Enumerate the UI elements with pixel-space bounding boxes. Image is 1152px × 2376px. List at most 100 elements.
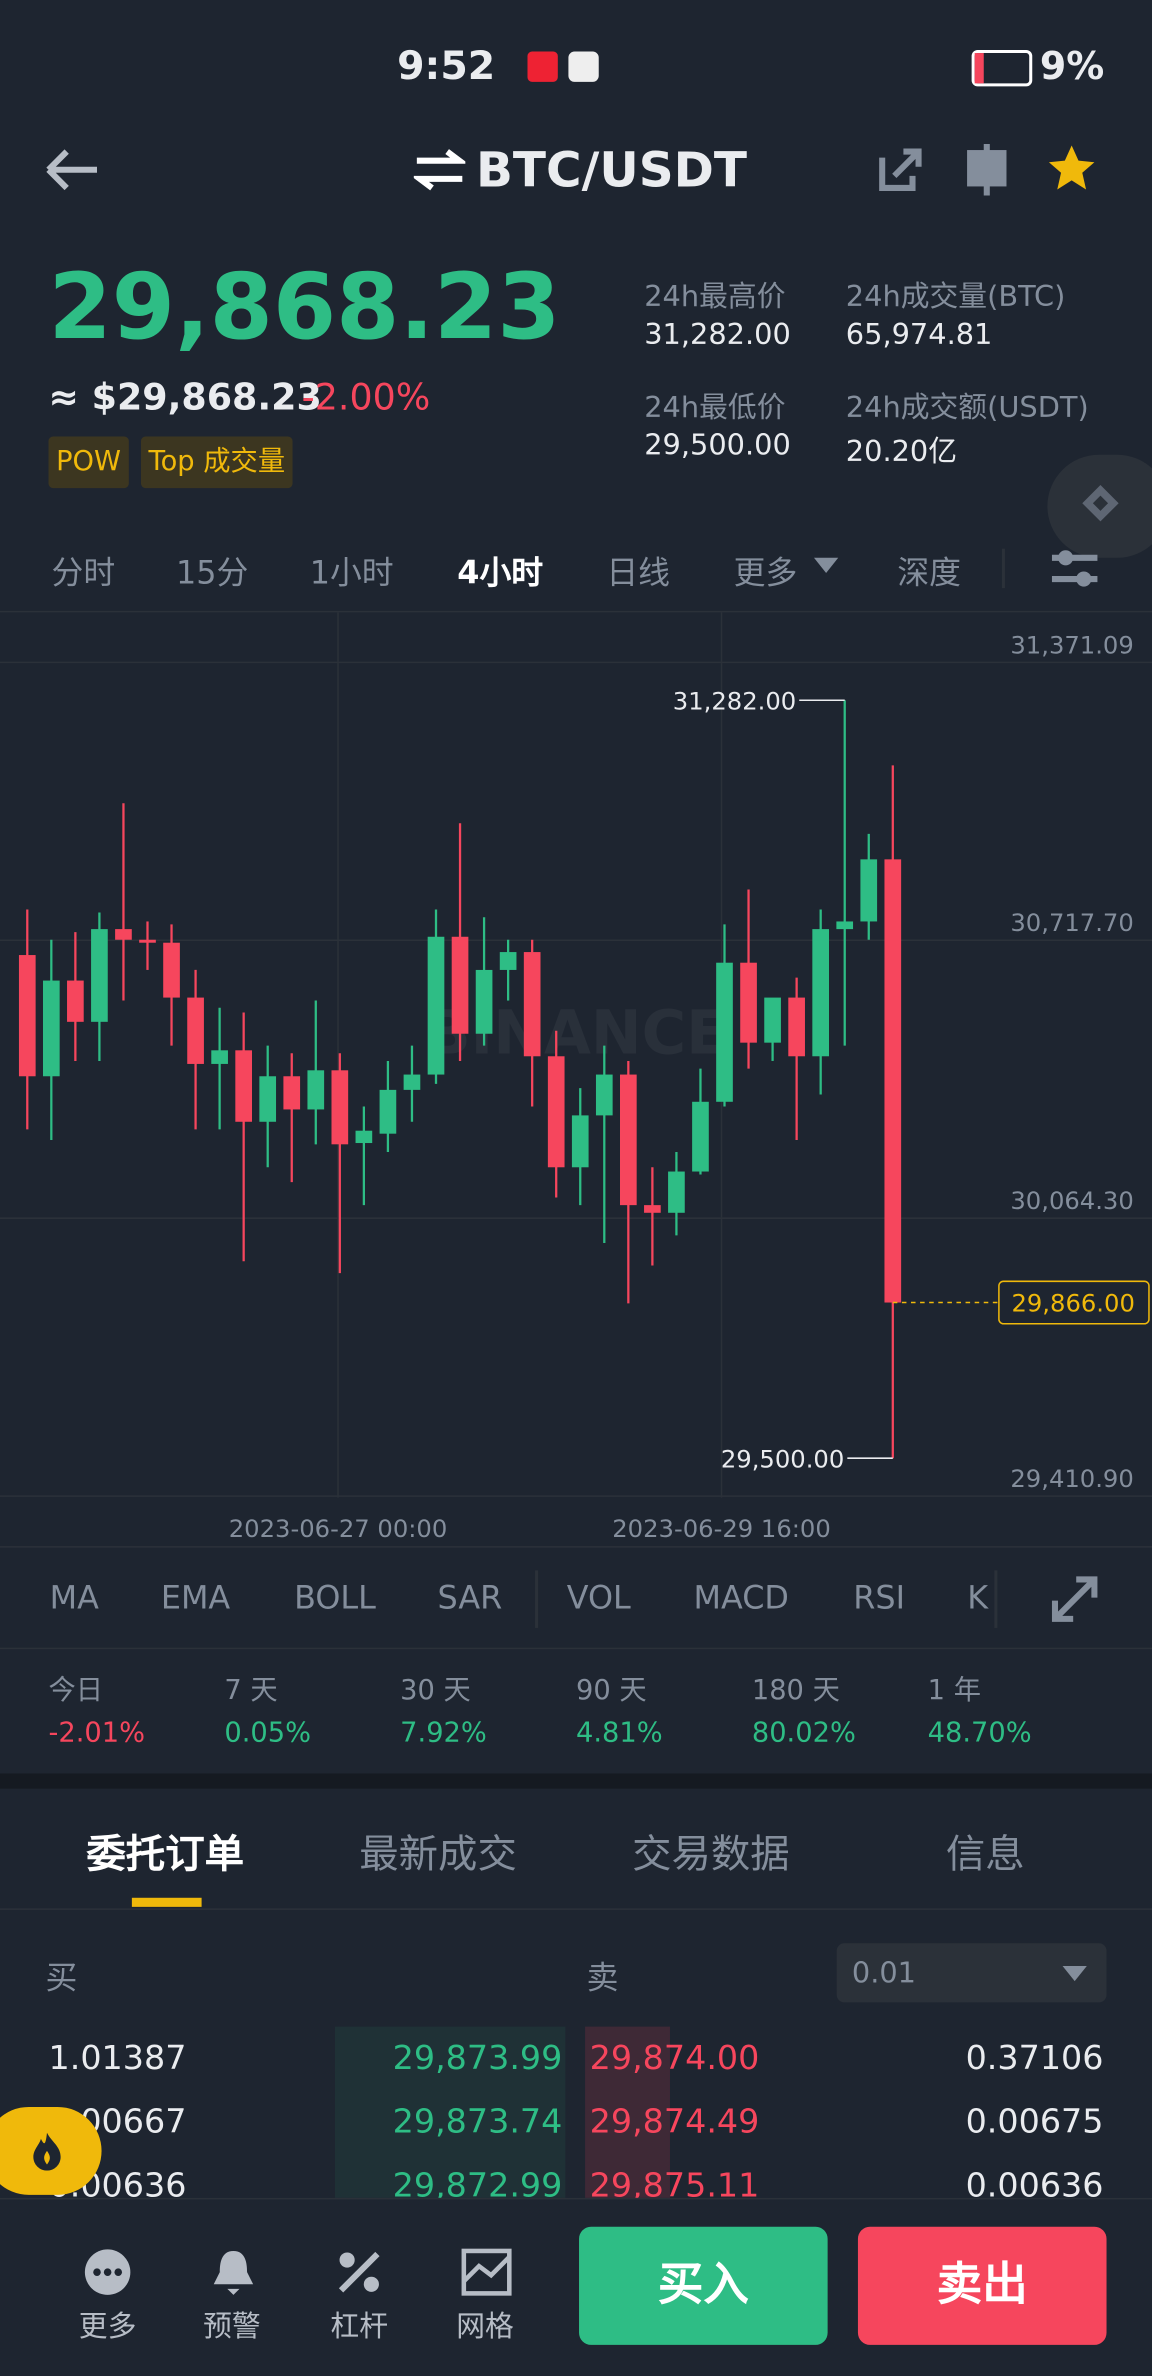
low-label: 29,500.00 xyxy=(721,1444,844,1473)
layout-button[interactable] xyxy=(964,144,1009,196)
candle-body xyxy=(307,1070,325,1110)
nav-label[interactable]: 杠杆 xyxy=(330,2310,389,2344)
sell-button[interactable]: 卖出 xyxy=(857,2226,1107,2345)
perf-value: 0.05% xyxy=(224,1717,312,1750)
back-button[interactable] xyxy=(42,146,103,195)
indicator[interactable]: MACD xyxy=(693,1579,789,1616)
divider xyxy=(0,610,1152,613)
candle-body xyxy=(42,980,60,1077)
interval[interactable]: 更多 xyxy=(733,554,798,592)
interval[interactable]: 15分 xyxy=(176,554,249,592)
candle-body xyxy=(644,1205,661,1213)
precision-value: 0.01 xyxy=(851,1956,917,1991)
x-tick-label: 2023-06-29 16:00 xyxy=(612,1514,831,1543)
indicator[interactable]: EMA xyxy=(160,1579,231,1616)
perf-label: 30 天 xyxy=(400,1674,471,1707)
indicator[interactable]: MA xyxy=(49,1579,99,1616)
y-tick-label: 31,371.09 xyxy=(1010,630,1133,659)
nav-label[interactable]: 预警 xyxy=(203,2310,261,2344)
candlestick-chart: 2023-06-27 00:00 2023-06-29 16:00 31,371.0… xyxy=(0,612,1152,1543)
candle-body xyxy=(860,859,878,922)
perf-label: 90 天 xyxy=(576,1674,647,1707)
interval[interactable]: 日线 xyxy=(606,554,670,592)
flame-icon xyxy=(33,2132,61,2171)
price-change: -2.00% xyxy=(301,375,431,419)
candle-body xyxy=(668,1171,685,1213)
candle-body xyxy=(355,1130,373,1144)
perf-value: -2.01% xyxy=(48,1717,146,1750)
swap-icon[interactable] xyxy=(413,149,466,191)
candle-body xyxy=(716,962,733,1102)
binance-icon xyxy=(1082,485,1119,522)
divider xyxy=(0,1546,1152,1548)
indicator[interactable]: K xyxy=(967,1579,989,1616)
grid-icon[interactable] xyxy=(461,2248,513,2297)
dropdown-arrow xyxy=(813,557,839,573)
tab[interactable]: 信息 xyxy=(945,1832,1025,1879)
settings-button[interactable] xyxy=(1049,546,1101,591)
candle-body xyxy=(812,929,830,1057)
candle-body xyxy=(67,980,84,1022)
nav-label[interactable]: 网格 xyxy=(456,2310,514,2344)
tab-active[interactable]: 委托订单 xyxy=(86,1832,245,1879)
y-tick-label: 30,064.30 xyxy=(1010,1186,1133,1215)
battery-level: 9% xyxy=(1039,43,1105,88)
perf-value: 4.81% xyxy=(576,1717,663,1750)
expand-button[interactable] xyxy=(1049,1573,1101,1625)
candle-body xyxy=(283,1076,301,1110)
floating-menu[interactable] xyxy=(1047,454,1152,558)
ask-qty: 0.00675 xyxy=(965,2103,1104,2142)
perf-value: 80.02% xyxy=(751,1717,856,1750)
tab-underline xyxy=(131,1897,202,1907)
interval[interactable]: 1小时 xyxy=(309,554,394,592)
separator xyxy=(1001,548,1005,589)
candle-body xyxy=(403,1074,421,1090)
dropdown-arrow xyxy=(1062,1965,1087,1982)
precision-select[interactable]: 0.01 xyxy=(836,1943,1107,2003)
candle-body xyxy=(475,969,493,1034)
stat-label: 24h成交量(BTC) xyxy=(845,280,1066,314)
pair-title: BTC/USDT xyxy=(475,140,748,199)
tag: Top 成交量 xyxy=(140,436,293,489)
last-price: 29,868.23 xyxy=(48,254,561,361)
candle-body xyxy=(259,1076,277,1122)
tag: POW xyxy=(48,436,129,489)
perf-label: 7 天 xyxy=(224,1674,278,1707)
indicator[interactable]: RSI xyxy=(853,1579,906,1616)
candle-body xyxy=(451,936,469,1034)
candle-body xyxy=(595,1074,613,1116)
indicator[interactable]: SAR xyxy=(437,1579,503,1616)
candle-body xyxy=(740,962,757,1043)
candle-body xyxy=(884,859,902,1303)
y-tick-label: 29,410.90 xyxy=(1010,1464,1133,1493)
candle-body xyxy=(788,997,805,1057)
interval-active[interactable]: 4小时 xyxy=(457,554,544,592)
perf-value: 48.70% xyxy=(927,1717,1032,1750)
ask-price: 29,874.49 xyxy=(589,2103,760,2142)
stat-label: 24h成交额(USDT) xyxy=(845,391,1089,425)
interval[interactable]: 分时 xyxy=(51,554,116,592)
ask-price: 29,874.00 xyxy=(589,2040,760,2079)
interval[interactable]: 深度 xyxy=(897,554,962,592)
tab[interactable]: 交易数据 xyxy=(632,1832,790,1879)
candle-body xyxy=(620,1074,637,1206)
more-icon[interactable] xyxy=(83,2248,132,2297)
perf-label: 180 天 xyxy=(751,1674,840,1707)
indicator[interactable]: VOL xyxy=(566,1579,631,1616)
tab[interactable]: 最新成交 xyxy=(359,1832,517,1879)
candle-body xyxy=(331,1070,349,1145)
flash-button[interactable] xyxy=(0,2106,102,2195)
perf-value: 7.92% xyxy=(400,1717,487,1750)
buy-button[interactable]: 买入 xyxy=(579,2226,828,2345)
bid-depth xyxy=(334,2026,566,2209)
stat-label: 24h最高价 xyxy=(644,280,786,314)
margin-icon[interactable] xyxy=(335,2248,384,2297)
section-gap xyxy=(0,1773,1152,1789)
indicator[interactable]: BOLL xyxy=(294,1579,376,1616)
share-button[interactable] xyxy=(876,146,925,195)
favorite-button[interactable] xyxy=(1046,142,1098,194)
alert-icon[interactable] xyxy=(209,2248,258,2297)
nav-label[interactable]: 更多 xyxy=(78,2310,137,2344)
candle-body xyxy=(18,955,36,1077)
buy-header: 买 xyxy=(45,1959,78,1997)
